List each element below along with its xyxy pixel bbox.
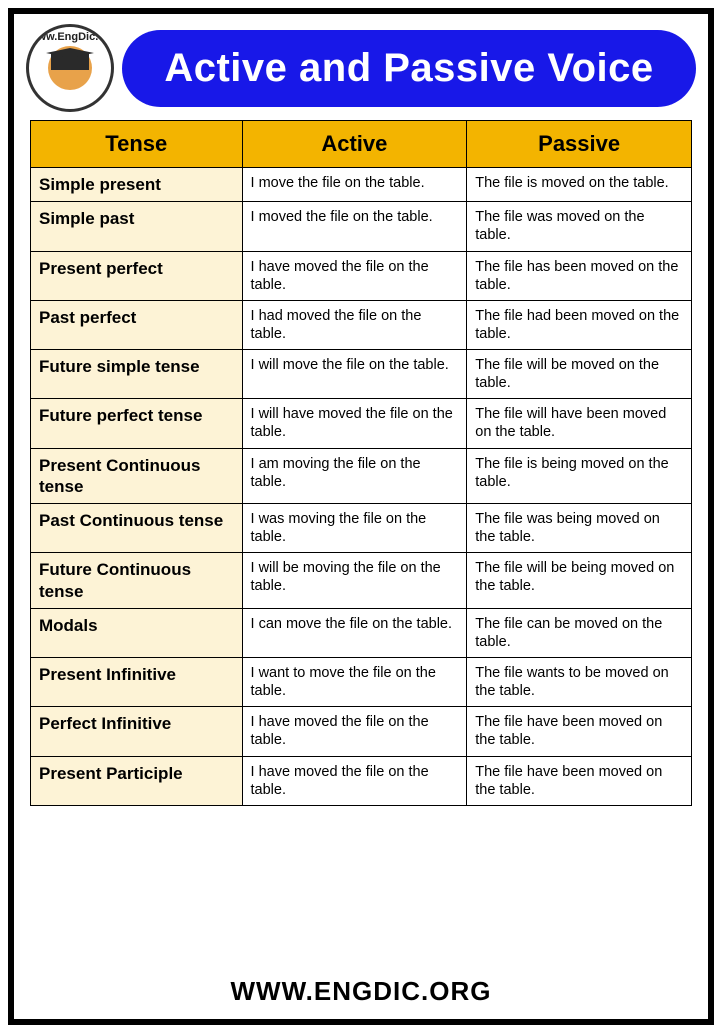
table-row: Present perfectI have moved the file on … bbox=[31, 251, 692, 300]
active-cell: I am moving the file on the table. bbox=[242, 448, 467, 504]
page-title: Active and Passive Voice bbox=[122, 30, 696, 107]
passive-cell: The file is moved on the table. bbox=[467, 168, 692, 202]
tense-cell: Perfect Infinitive bbox=[31, 707, 243, 756]
active-cell: I have moved the file on the table. bbox=[242, 756, 467, 805]
table-row: Present Continuous tenseI am moving the … bbox=[31, 448, 692, 504]
passive-cell: The file has been moved on the table. bbox=[467, 251, 692, 300]
active-cell: I will have moved the file on the table. bbox=[242, 399, 467, 448]
active-cell: I want to move the file on the table. bbox=[242, 658, 467, 707]
active-cell: I was moving the file on the table. bbox=[242, 504, 467, 553]
logo: www.EngDic.org bbox=[26, 24, 114, 112]
logo-graduation-icon bbox=[48, 46, 92, 90]
active-cell: I move the file on the table. bbox=[242, 168, 467, 202]
logo-ring-text-top: www.EngDic.org bbox=[29, 31, 111, 43]
active-cell: I can move the file on the table. bbox=[242, 608, 467, 657]
table-row: Future simple tenseI will move the file … bbox=[31, 350, 692, 399]
active-cell: I moved the file on the table. bbox=[242, 202, 467, 251]
table-row: Future Continuous tenseI will be moving … bbox=[31, 553, 692, 609]
table-row: Past perfectI had moved the file on the … bbox=[31, 300, 692, 349]
active-cell: I had moved the file on the table. bbox=[242, 300, 467, 349]
tense-cell: Present Infinitive bbox=[31, 658, 243, 707]
passive-cell: The file is being moved on the table. bbox=[467, 448, 692, 504]
tense-cell: Present perfect bbox=[31, 251, 243, 300]
tense-cell: Present Continuous tense bbox=[31, 448, 243, 504]
tense-cell: Present Participle bbox=[31, 756, 243, 805]
table-body: Simple presentI move the file on the tab… bbox=[31, 168, 692, 806]
header: www.EngDic.org Active and Passive Voice bbox=[14, 14, 708, 120]
footer-text: WWW.ENGDIC.ORG bbox=[14, 966, 708, 1019]
table-header-row: Tense Active Passive bbox=[31, 121, 692, 168]
passive-cell: The file had been moved on the table. bbox=[467, 300, 692, 349]
active-cell: I will move the file on the table. bbox=[242, 350, 467, 399]
table-row: ModalsI can move the file on the table.T… bbox=[31, 608, 692, 657]
table-row: Simple pastI moved the file on the table… bbox=[31, 202, 692, 251]
passive-cell: The file will have been moved on the tab… bbox=[467, 399, 692, 448]
col-header-tense: Tense bbox=[31, 121, 243, 168]
passive-cell: The file wants to be moved on the table. bbox=[467, 658, 692, 707]
table-row: Simple presentI move the file on the tab… bbox=[31, 168, 692, 202]
table-row: Present InfinitiveI want to move the fil… bbox=[31, 658, 692, 707]
tense-cell: Past perfect bbox=[31, 300, 243, 349]
active-cell: I have moved the file on the table. bbox=[242, 707, 467, 756]
active-cell: I will be moving the file on the table. bbox=[242, 553, 467, 609]
voice-table: Tense Active Passive Simple presentI mov… bbox=[30, 120, 692, 806]
passive-cell: The file will be being moved on the tabl… bbox=[467, 553, 692, 609]
passive-cell: The file was moved on the table. bbox=[467, 202, 692, 251]
tense-cell: Simple present bbox=[31, 168, 243, 202]
tense-cell: Modals bbox=[31, 608, 243, 657]
active-cell: I have moved the file on the table. bbox=[242, 251, 467, 300]
table-container: Tense Active Passive Simple presentI mov… bbox=[14, 120, 708, 966]
passive-cell: The file have been moved on the table. bbox=[467, 707, 692, 756]
table-row: Perfect InfinitiveI have moved the file … bbox=[31, 707, 692, 756]
page-frame: www.EngDic.org Active and Passive Voice … bbox=[8, 8, 714, 1025]
tense-cell: Past Continuous tense bbox=[31, 504, 243, 553]
col-header-active: Active bbox=[242, 121, 467, 168]
tense-cell: Simple past bbox=[31, 202, 243, 251]
tense-cell: Future perfect tense bbox=[31, 399, 243, 448]
passive-cell: The file will be moved on the table. bbox=[467, 350, 692, 399]
passive-cell: The file can be moved on the table. bbox=[467, 608, 692, 657]
tense-cell: Future simple tense bbox=[31, 350, 243, 399]
table-row: Future perfect tenseI will have moved th… bbox=[31, 399, 692, 448]
passive-cell: The file have been moved on the table. bbox=[467, 756, 692, 805]
col-header-passive: Passive bbox=[467, 121, 692, 168]
passive-cell: The file was being moved on the table. bbox=[467, 504, 692, 553]
table-row: Present ParticipleI have moved the file … bbox=[31, 756, 692, 805]
table-row: Past Continuous tenseI was moving the fi… bbox=[31, 504, 692, 553]
tense-cell: Future Continuous tense bbox=[31, 553, 243, 609]
